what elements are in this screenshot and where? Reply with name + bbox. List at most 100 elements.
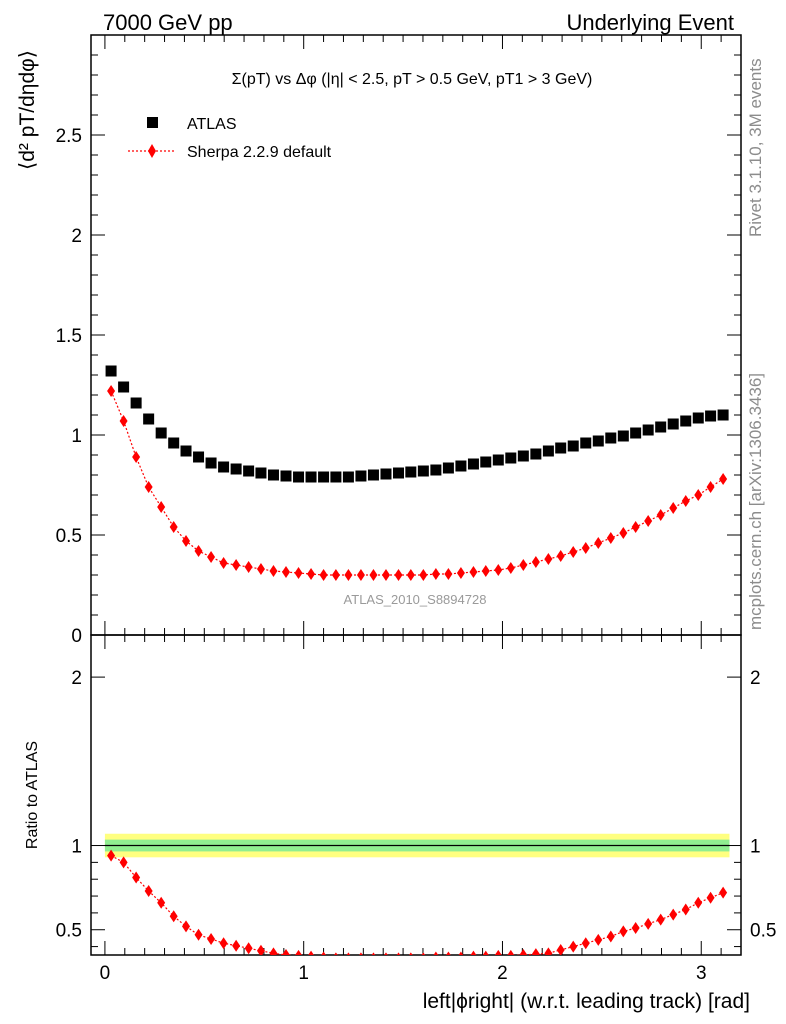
atlas-point [605, 432, 617, 444]
atlas-point [118, 381, 130, 393]
header-left: 7000 GeV pp [103, 10, 233, 35]
ratio-y-label: Ratio to ATLAS [24, 741, 41, 849]
header-right: Underlying Event [566, 10, 734, 35]
ratio-point [219, 937, 228, 950]
ratio-point [494, 949, 502, 955]
sherpa-point [182, 535, 191, 547]
sherpa-point [681, 495, 690, 507]
atlas-point [505, 452, 517, 464]
sherpa-point [656, 509, 665, 521]
atlas-point [105, 365, 117, 377]
main-y-tick-label: 0.5 [56, 526, 82, 547]
sherpa-point [406, 569, 415, 581]
ratio-point [207, 933, 216, 945]
ratio-point [507, 949, 515, 955]
atlas-point [530, 448, 542, 460]
atlas-point [180, 445, 192, 457]
ratio-point [295, 949, 302, 955]
ratio-point [321, 951, 326, 955]
main-panel: 0 0.5 1 1.5 2 2.5 Σ(pT) vs Δφ (|η| < 2.5, pT … [16, 34, 742, 647]
ratio-point [359, 952, 363, 955]
ratio-point [409, 952, 413, 955]
sherpa-point [544, 553, 553, 565]
sherpa-point [631, 521, 640, 533]
atlas-point [667, 418, 679, 430]
atlas-point [367, 469, 379, 481]
ratio-point [606, 930, 615, 943]
atlas-point [267, 469, 279, 481]
main-y-tick-label: 1 [71, 426, 82, 447]
main-y-tick-label: 1.5 [56, 326, 82, 347]
atlas-point [255, 467, 267, 479]
main-ticks: 0 0.5 1 1.5 2 2.5 [56, 35, 741, 647]
sherpa-point [269, 565, 278, 577]
x-tick-label: 1 [298, 963, 309, 984]
ratio-point [619, 925, 628, 938]
atlas-point [617, 430, 629, 442]
ratio-y-tick-label-right: 1 [750, 837, 761, 858]
atlas-point [218, 461, 230, 473]
legend-atlas-marker [147, 117, 158, 128]
sherpa-point [244, 561, 253, 573]
sherpa-point [694, 489, 703, 501]
sherpa-point [144, 481, 153, 493]
ratio-point [446, 951, 451, 955]
sherpa-point [581, 542, 590, 554]
x-tick-label: 2 [497, 963, 508, 984]
ratio-point [157, 896, 166, 909]
ratio-point [681, 903, 690, 916]
atlas-point [417, 465, 429, 477]
atlas-point [405, 466, 417, 478]
sherpa-point [169, 521, 178, 533]
atlas-point [642, 424, 654, 436]
ratio-point [269, 947, 278, 955]
ratio-series [107, 849, 728, 955]
sherpa-point [319, 569, 328, 581]
sherpa-point [282, 566, 290, 578]
ratio-point [458, 951, 464, 955]
sherpa-line [110, 390, 724, 576]
ratio-point [119, 856, 128, 869]
sherpa-point [506, 562, 515, 574]
atlas-point [542, 445, 554, 457]
ratio-point [644, 917, 653, 930]
atlas-point [393, 467, 405, 479]
ratio-point [706, 891, 715, 904]
sherpa-point [157, 501, 166, 513]
ratio-frame [90, 634, 742, 956]
sherpa-point [219, 557, 228, 569]
main-y-tick-label: 0 [71, 626, 82, 647]
ratio-point [144, 885, 153, 897]
atlas-point [355, 470, 367, 482]
atlas-point [168, 437, 180, 449]
sherpa-point [494, 564, 503, 576]
atlas-point [555, 442, 567, 454]
ratio-band [104, 833, 730, 858]
legend-sherpa-label: Sherpa 2.2.9 default [187, 144, 332, 161]
ratio-point [194, 928, 203, 941]
ratio-point [531, 948, 540, 955]
main-curves [105, 365, 729, 581]
atlas-point [380, 468, 392, 480]
ratio-y-tick-label-left: 0.5 [56, 921, 82, 942]
sherpa-point [531, 556, 540, 568]
atlas-point [193, 451, 205, 463]
main-y-tick-label: 2 [71, 226, 82, 247]
ratio-point [556, 943, 565, 955]
x-axis-label: left|ϕright| (w.r.t. leading track) [rad… [423, 990, 750, 1013]
ratio-point [519, 949, 528, 955]
atlas-point [318, 471, 330, 483]
ratio-point [132, 871, 141, 884]
ratio-panel: 0.5 0.5 1 1 2 2 0 1 2 3 Ratio to ATLAS left|ϕrigh… [24, 634, 776, 1013]
ratio-point [282, 949, 290, 955]
ratio-point [669, 908, 678, 921]
ratio-y-tick-label-right: 2 [750, 668, 761, 689]
atlas-point [592, 435, 604, 447]
ratio-y-tick-label-left: 2 [71, 668, 82, 689]
atlas-point [305, 471, 317, 483]
sherpa-point [381, 569, 390, 581]
analysis-watermark: ATLAS_2010_S8894728 [344, 592, 487, 607]
ratio-point [334, 952, 338, 955]
ratio-point [482, 950, 489, 955]
